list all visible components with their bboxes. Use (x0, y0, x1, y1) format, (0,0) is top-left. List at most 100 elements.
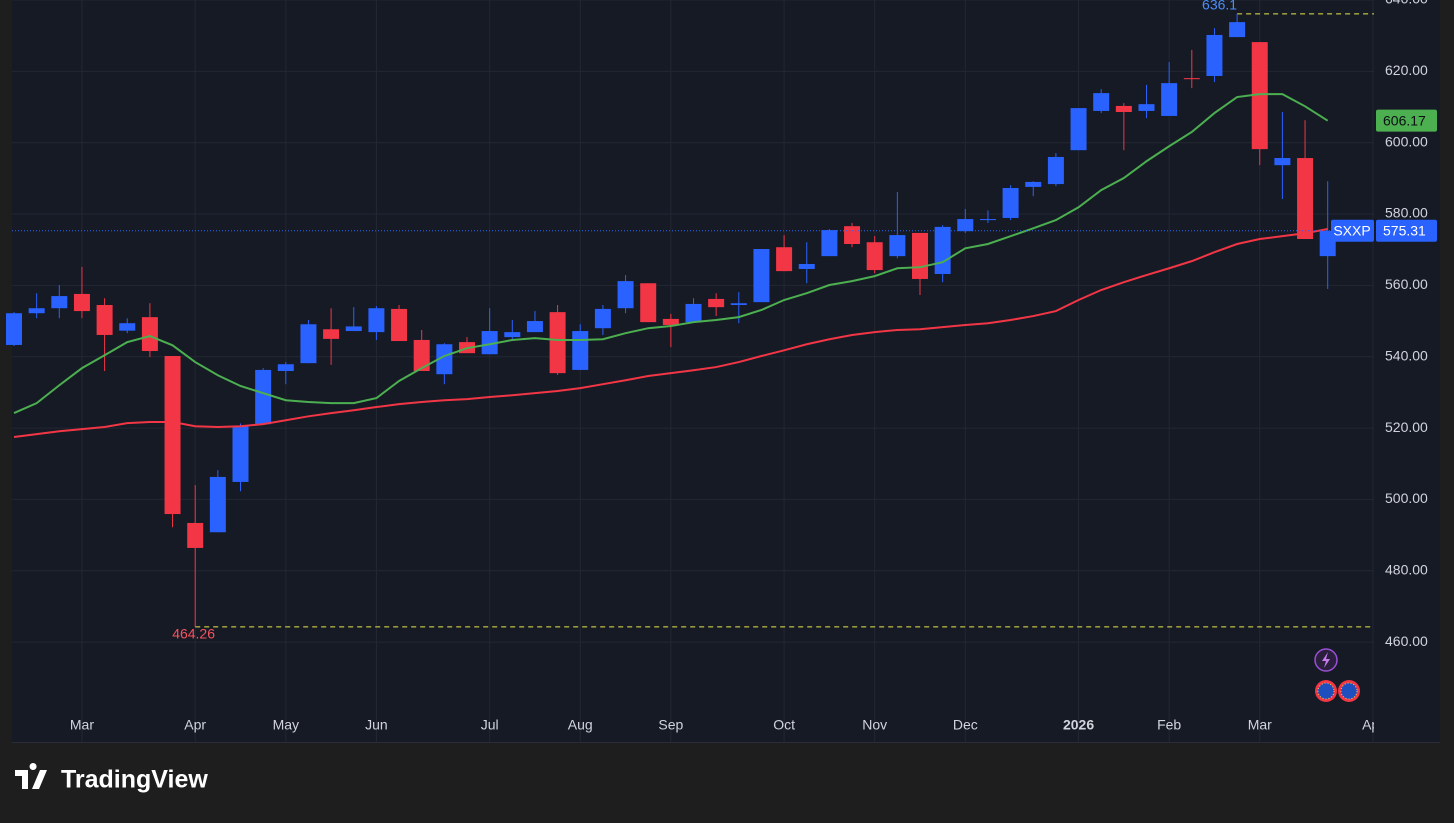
brand[interactable]: TradingView (61, 766, 208, 794)
candle-body (1047, 156, 1064, 185)
candle-body (889, 235, 906, 257)
candle-body (617, 281, 634, 309)
candle-body (934, 226, 951, 274)
candle-body (1002, 187, 1019, 218)
candle-body (730, 303, 747, 306)
high-label: 636.1 (1202, 0, 1237, 13)
candle-body (1297, 158, 1314, 240)
flag-icon-inner (1317, 682, 1335, 700)
candle-body (1093, 93, 1110, 111)
y-tick-label: 600.00 (1385, 133, 1428, 149)
candle-body (821, 230, 838, 257)
x-tick-label: May (273, 717, 299, 733)
candle-body (640, 283, 657, 323)
candle-body (1229, 22, 1246, 38)
x-tick-label: Jun (365, 717, 388, 733)
x-tick-label: Oct (773, 717, 795, 733)
ma-price-tag (1376, 109, 1437, 132)
candle-body (753, 248, 770, 303)
candle-body (1070, 108, 1087, 151)
candle-body (96, 305, 113, 335)
candle-body (277, 364, 294, 371)
candle-body (1274, 158, 1291, 166)
candle-body (957, 219, 974, 232)
candle-body (345, 326, 362, 332)
plot: 636.1 464.26 Mar Apr May Jun Jul Aug Sep Oct Nov De… (6, 0, 1440, 742)
candle-body (708, 298, 725, 308)
candle-body (187, 522, 204, 548)
y-tick-label: 500.00 (1385, 490, 1428, 506)
low-label: 464.26 (172, 626, 215, 642)
plot-bg (12, 0, 1440, 742)
x-tick-label: Dec (953, 717, 978, 733)
candle-body (481, 331, 498, 355)
candle-body (685, 303, 702, 323)
candle-body (1138, 104, 1155, 111)
candle-body (1025, 181, 1042, 187)
candle-body (323, 329, 340, 339)
candle-body (300, 324, 317, 364)
candle-body (255, 369, 272, 425)
logo: TradingView (15, 763, 208, 794)
x-tick-label: Mar (1248, 717, 1272, 733)
event-icon-bolt (1322, 652, 1330, 668)
candle-body (549, 312, 566, 374)
y-tick-label: 480.00 (1385, 561, 1428, 577)
x-tick-label: Feb (1157, 717, 1181, 733)
candle-body (6, 313, 22, 345)
candle-body (51, 296, 68, 309)
y-tick-label: 520.00 (1385, 419, 1428, 435)
symbol-label: SXXP (1333, 222, 1370, 238)
price-tag (1376, 219, 1437, 242)
x-tick-label: Apr (184, 717, 206, 733)
y-tick-label: 620.00 (1385, 62, 1428, 78)
x-tick-label: Sep (658, 717, 683, 733)
candle-body (776, 247, 793, 272)
flag-icon-inner (1340, 682, 1358, 700)
symbol-tag (1331, 219, 1374, 242)
y-tick-label: 640.00 (1385, 0, 1428, 7)
candle-body (141, 317, 158, 352)
candle-body (662, 318, 679, 325)
x-tick-label: Jul (481, 717, 499, 733)
candle-body (526, 321, 543, 333)
x-tick-label: Nov (862, 717, 887, 733)
candle-body (844, 226, 861, 245)
logo-mark (15, 763, 47, 789)
candle-body (119, 323, 136, 331)
x-tick-label: Aug (568, 717, 593, 733)
candle-body (1206, 34, 1223, 76)
candle-body (232, 426, 249, 482)
candle-body (164, 356, 181, 515)
candle-body (798, 263, 815, 269)
moving-average (13, 228, 1328, 438)
x-tick-label: 2026 (1063, 717, 1094, 733)
candle-body (594, 308, 611, 329)
candle-body (413, 339, 430, 371)
candle-body (209, 476, 226, 533)
candle-body (1115, 105, 1132, 113)
candle-body (1183, 78, 1200, 80)
candle-body (1161, 83, 1178, 116)
candle-body (368, 308, 385, 333)
candle-body (391, 308, 408, 342)
candle-body (979, 219, 996, 221)
x-tick-label: Mar (70, 717, 94, 733)
candle-body (572, 331, 589, 370)
y-tick-label: 560.00 (1385, 276, 1428, 292)
candle-body (504, 332, 521, 338)
moving-average (13, 93, 1329, 415)
candle-body (436, 344, 453, 375)
price-label: 575.31 (1383, 222, 1426, 238)
candle-body (28, 308, 45, 314)
ma-price-label: 606.17 (1383, 112, 1426, 128)
candle-body (912, 232, 928, 279)
y-tick-label: 460.00 (1385, 633, 1428, 649)
candle-body (866, 242, 883, 271)
candle-body (1251, 42, 1268, 150)
candle-body (73, 293, 90, 312)
y-tick-label: 540.00 (1385, 347, 1428, 363)
y-tick-label: 580.00 (1385, 205, 1428, 221)
